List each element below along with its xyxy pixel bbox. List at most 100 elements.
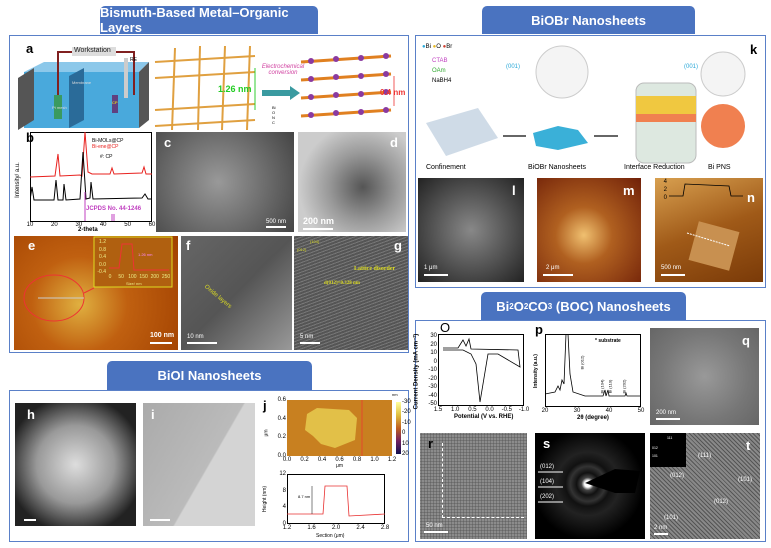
xrd-plot-b: b Bi-MOLs@CP Bi-ene@CP #: CP JCPDS No. 4… xyxy=(14,130,156,234)
tick-label: 50 xyxy=(124,222,131,228)
peak-bi-202: Bi (202) xyxy=(621,379,627,394)
peak-bi-110: Bi (110) xyxy=(607,379,613,394)
plane-012: (012) xyxy=(714,499,729,505)
legend-bi: Bi xyxy=(272,105,276,110)
panel-label-s: s xyxy=(543,436,551,451)
panel-label-t: t xyxy=(746,438,751,453)
profile-ylabel: Height (nm) xyxy=(262,485,269,513)
plane-101-bottom: (101) xyxy=(664,515,679,521)
tick-label: 0.2 xyxy=(277,434,286,441)
ring-012: (012) xyxy=(540,464,555,470)
panel-label-q: q xyxy=(742,333,750,348)
saed-image-s: s (012) (104) (202) xyxy=(535,433,645,539)
tick-label: 0.8 xyxy=(99,246,106,253)
legend-n: N xyxy=(272,115,275,120)
hrtem-image-f: f Oxide layers 10 nm xyxy=(181,236,292,350)
tick-label: 20 xyxy=(51,222,58,228)
tick-label: 1.0 xyxy=(370,457,379,463)
colorbar xyxy=(396,402,401,454)
scale-q: 200 nm xyxy=(656,410,677,416)
tick-label: 0.0 xyxy=(485,407,494,413)
bismuthene-structure xyxy=(300,53,395,118)
tick-label: -0.4 xyxy=(97,269,106,275)
panel-label-m: m xyxy=(623,183,635,198)
scale-t: 2 nm xyxy=(654,525,668,531)
scale-e: 100 nm xyxy=(150,332,175,339)
e-inset-xticks: 0 50 100 150 200 250 xyxy=(108,274,171,280)
b-ylabel: Intensity/ a.u. xyxy=(14,162,21,198)
tick-label: 200 xyxy=(150,274,159,280)
tem-image-d: d 200 nm xyxy=(298,132,406,232)
workstation-label: Workstation xyxy=(74,47,111,54)
fft-inset xyxy=(650,433,686,467)
membrane-label: Membrane xyxy=(72,80,92,85)
banner-biobr: BiOBr Nanosheets xyxy=(482,6,695,34)
tick-label: 10 xyxy=(430,350,437,356)
legend-bi-mols: Bi-MOLs@CP xyxy=(92,138,124,144)
panel-label-d: d xyxy=(390,135,398,150)
tick-label: 10 xyxy=(402,440,409,447)
tick-label: 0.6 xyxy=(277,397,286,403)
n-inset-yticks: 4 2 0 xyxy=(659,179,667,201)
boc-sub: 2 xyxy=(509,301,514,311)
panel-label-k: k xyxy=(750,42,758,57)
interlayer-spacing-bi: 0.4 nm xyxy=(380,88,406,97)
legend-c: C xyxy=(272,120,275,125)
afm-image-n: n 4 2 0 500 nm xyxy=(655,178,763,282)
peak-bi-104: Bi (104) xyxy=(599,379,605,394)
spot-111: 111 xyxy=(667,436,673,440)
panel-label-l: l xyxy=(512,183,516,198)
tick-label: 2.4 xyxy=(356,525,365,531)
scalebar-h xyxy=(24,519,36,521)
boc-text: CO xyxy=(528,298,548,314)
interlayer-spacing-mol: 1.26 nm xyxy=(218,84,252,94)
conversion-arrow xyxy=(262,86,300,100)
tick-label: 50 xyxy=(637,408,645,414)
tick-label: 1.2 xyxy=(282,525,292,531)
tick-label: 0.0 xyxy=(277,453,286,459)
b-xlabel: 2-theta xyxy=(78,227,98,233)
tick-label: 0.4 xyxy=(99,254,106,260)
tick-label: 1.5 xyxy=(433,407,443,413)
peak-bi-012: Bi (012) xyxy=(579,355,585,370)
panel-label-e: e xyxy=(28,238,36,253)
tick-label: 0.4 xyxy=(277,415,286,422)
sem-image-h: h xyxy=(15,403,136,526)
tick-label: -1.0 xyxy=(518,407,530,413)
e-inset-yticks: 1.2 0.8 0.4 0.0 -0.4 xyxy=(96,239,106,275)
scale-r: 50 nm xyxy=(426,523,443,529)
haadf-image-l: l 1 μm xyxy=(418,178,524,282)
tick-label: -30 xyxy=(428,384,437,390)
tick-label: 40 xyxy=(99,222,107,228)
tick-label: -20 xyxy=(428,375,437,382)
hrtem-image-t: 111 012 101 t (111) (012) (101) (012) (1… xyxy=(650,433,760,539)
p-xticks: 20 30 40 50 xyxy=(542,408,645,414)
bioi-section xyxy=(9,390,409,542)
plane-111: (111) xyxy=(698,453,712,459)
colorbar-ticks: -30 -20 -10 0 10 20 xyxy=(402,399,411,457)
atom-legend: Bi O N C xyxy=(272,105,276,125)
tick-label: 0.0 xyxy=(99,261,106,268)
scalebar-g xyxy=(300,342,320,344)
height-profile xyxy=(287,474,385,524)
tick-label: 0 xyxy=(402,430,406,437)
legend-br: Br xyxy=(446,44,453,50)
tick-label: 1.2 xyxy=(99,239,106,245)
pt-mesh-label: Pt mesh xyxy=(52,105,67,110)
o-yticks: 30 20 10 0 -10 -20 -30 -40 -50 xyxy=(424,333,437,407)
tick-label: 1.0 xyxy=(451,407,460,413)
banner-boc: Bi 2 O 2 CO 3 (BOC) Nanosheets xyxy=(481,292,686,320)
tick-label: 4 xyxy=(663,179,667,185)
conversion-label: Electrochemical conversion xyxy=(261,64,305,76)
panel-label-a: a xyxy=(26,41,34,56)
boc-text: Bi xyxy=(496,298,510,314)
map-ylabel: μm xyxy=(263,429,270,437)
lattice-disorder-label: Lattice disorder xyxy=(354,266,396,272)
tick-label: 0 xyxy=(108,274,112,280)
tick-label: 10 xyxy=(26,222,34,228)
legend-oam: OAm xyxy=(432,68,446,74)
cv-plot-o: O 1.5 1.0 0.5 0.0 -0.5 -1.0 30 20 10 0 -10 -20 -30 -… xyxy=(413,320,530,424)
step-biobr-nanosheets: BiOBr Nanosheets xyxy=(528,164,586,171)
atom-legend-k: ●Bi ●O ●Br xyxy=(422,44,453,50)
re-label: RE xyxy=(130,57,137,63)
